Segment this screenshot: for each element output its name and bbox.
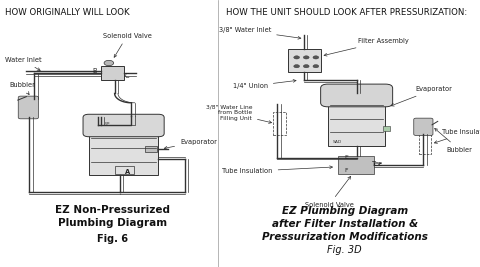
Text: Pressurization Modifications: Pressurization Modifications [262, 231, 428, 242]
FancyBboxPatch shape [414, 118, 433, 136]
Text: Water Inlet: Water Inlet [5, 57, 41, 70]
Circle shape [313, 65, 319, 68]
Text: EZ Plumbing Diagram: EZ Plumbing Diagram [282, 206, 408, 216]
Bar [288, 49, 321, 72]
Bar [273, 112, 286, 135]
Bar [419, 134, 431, 154]
Text: Filter Assembly: Filter Assembly [324, 38, 408, 56]
Text: after Filter Installation &: after Filter Installation & [272, 219, 418, 229]
Text: Tube Insulation: Tube Insulation [222, 166, 333, 174]
Text: HOW THE UNIT SHOULD LOOK AFTER PRESSURIZATION:: HOW THE UNIT SHOULD LOOK AFTER PRESSURIZ… [226, 8, 467, 17]
Text: Tube Insulation: Tube Insulation [434, 129, 480, 143]
Bar [383, 126, 390, 131]
Text: Bubbler: Bubbler [435, 128, 472, 152]
Text: Evaporator: Evaporator [391, 87, 452, 106]
Text: Evaporator: Evaporator [164, 139, 217, 149]
Circle shape [313, 56, 319, 59]
Text: Solenoid Valve: Solenoid Valve [103, 33, 152, 57]
Text: EZ Non-Pressurized: EZ Non-Pressurized [55, 205, 170, 215]
Bar [89, 125, 158, 175]
Text: F: F [344, 168, 348, 173]
Text: E: E [344, 155, 348, 160]
Text: Plumbing Diagram: Plumbing Diagram [58, 218, 168, 228]
FancyBboxPatch shape [83, 114, 164, 137]
FancyBboxPatch shape [18, 96, 38, 119]
Circle shape [303, 56, 309, 59]
Text: B: B [93, 68, 97, 73]
Text: A: A [124, 169, 130, 175]
Text: Fig. 3D: Fig. 3D [327, 245, 362, 255]
Circle shape [303, 65, 309, 68]
Text: 3/8" Water Line
from Bottle
Filling Unit: 3/8" Water Line from Bottle Filling Unit [205, 104, 272, 123]
Text: Fig. 6: Fig. 6 [97, 234, 128, 244]
FancyBboxPatch shape [321, 84, 393, 107]
Text: 3/8" Water Inlet: 3/8" Water Inlet [219, 28, 301, 39]
Bar [328, 93, 385, 146]
Bar [145, 146, 157, 152]
Text: SAD: SAD [333, 140, 342, 144]
Circle shape [294, 56, 300, 59]
Text: 1/4" Union: 1/4" Union [233, 80, 296, 89]
Text: go: go [105, 121, 110, 125]
Bar [101, 66, 124, 80]
Text: Bubbler: Bubbler [10, 83, 36, 95]
Bar [338, 156, 374, 174]
Text: Tee: Tee [372, 161, 383, 167]
Text: Solenoid Valve: Solenoid Valve [305, 176, 354, 207]
Circle shape [294, 65, 300, 68]
Bar [115, 166, 134, 174]
Text: HOW ORIGINALLY WILL LOOK: HOW ORIGINALLY WILL LOOK [5, 8, 130, 17]
Text: C: C [125, 73, 130, 79]
Circle shape [104, 60, 114, 66]
